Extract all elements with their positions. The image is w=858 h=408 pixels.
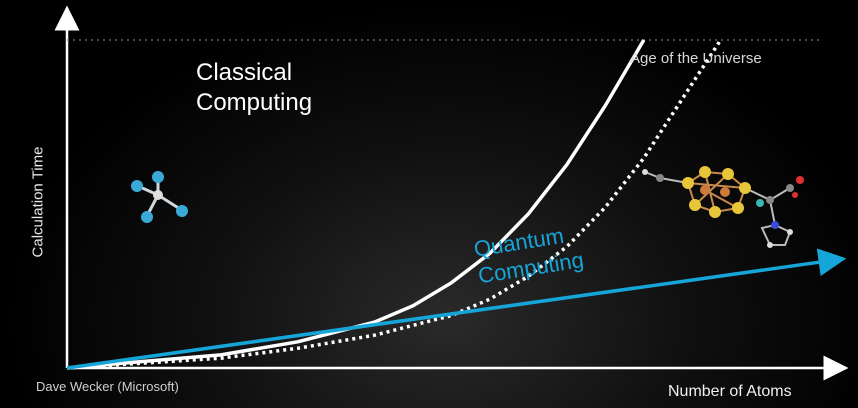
- source-credit: Dave Wecker (Microsoft): [36, 379, 179, 394]
- metal-cluster-molecule-icon: [642, 166, 804, 248]
- y-axis-label: Calculation Time: [29, 146, 47, 258]
- x-axis-label: Number of Atoms: [668, 383, 792, 400]
- tetrahedral-molecule-icon: [131, 171, 188, 223]
- classical-computing-label: Classical Computing: [196, 59, 313, 116]
- quantum-computing-line: [66, 248, 847, 370]
- classical-dotted-curve: [66, 39, 723, 370]
- age-of-universe-label: Age of the Universe: [630, 50, 762, 67]
- classical-computing-curve: [66, 39, 646, 370]
